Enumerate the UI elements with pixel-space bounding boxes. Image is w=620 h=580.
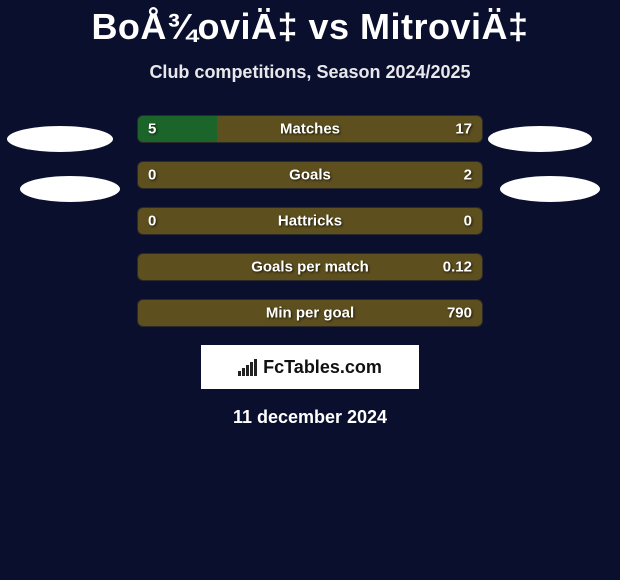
stat-row: Goals per match 0.12	[137, 253, 483, 281]
page-title: BoÅ¾oviÄ‡ vs MitroviÄ‡	[0, 0, 620, 48]
subtitle: Club competitions, Season 2024/2025	[0, 62, 620, 83]
logo-text: FcTables.com	[263, 357, 382, 378]
stat-left-value: 5	[148, 121, 156, 138]
stat-row: Min per goal 790	[137, 299, 483, 327]
stat-label: Goals per match	[251, 259, 369, 276]
stat-right-value: 17	[455, 121, 472, 138]
stat-row: 0 Goals 2	[137, 161, 483, 189]
stat-left-value: 0	[148, 213, 156, 230]
source-logo: FcTables.com	[201, 345, 419, 389]
stat-right-value: 790	[447, 305, 472, 322]
stat-right-value: 0.12	[443, 259, 472, 276]
avatar-ellipse	[488, 126, 592, 152]
stat-right-value: 2	[464, 167, 472, 184]
stat-label: Hattricks	[278, 213, 342, 230]
stat-label: Goals	[289, 167, 331, 184]
comparison-bars: 5 Matches 17 0 Goals 2 0 Hattricks 0 Goals per ma…	[137, 115, 483, 327]
stat-right-value: 0	[464, 213, 472, 230]
stat-row: 0 Hattricks 0	[137, 207, 483, 235]
footer-date: 11 december 2024	[0, 407, 620, 428]
avatar-ellipse	[500, 176, 600, 202]
stat-row: 5 Matches 17	[137, 115, 483, 143]
stat-label: Min per goal	[266, 305, 354, 322]
chart-icon	[238, 358, 257, 376]
stat-label: Matches	[280, 121, 340, 138]
avatar-ellipse	[20, 176, 120, 202]
avatar-ellipse	[7, 126, 113, 152]
stat-left-value: 0	[148, 167, 156, 184]
